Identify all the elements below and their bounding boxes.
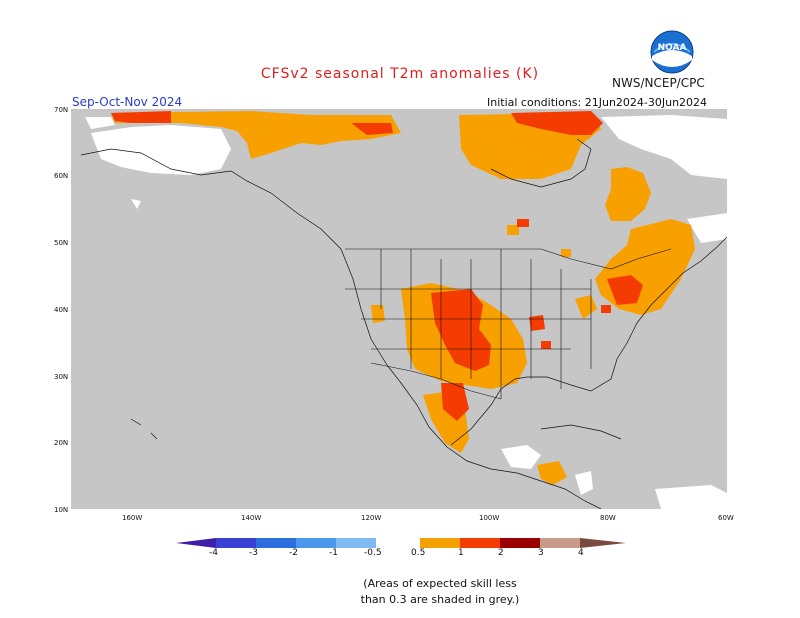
season-label: Sep-Oct-Nov 2024: [72, 95, 183, 109]
red-spot-missouri: [529, 315, 545, 331]
colorbar-tick-2: 2: [498, 548, 504, 558]
lon-label-80w: 80W: [600, 514, 616, 522]
orange-spot-nevada: [371, 305, 385, 323]
skill-note: (Areas of expected skill less than 0.3 a…: [0, 576, 800, 608]
colorbar-segment-neg2-neg1: [296, 538, 336, 548]
noaa-logo: NOAA: [650, 30, 694, 74]
white-area-greenland: [601, 115, 727, 179]
colorbar-tick-3: 3: [538, 548, 544, 558]
lat-label-30n: 30N: [54, 373, 69, 381]
lat-label-50n: 50N: [54, 239, 69, 247]
white-area-arctic-west: [85, 117, 115, 129]
noaa-logo-icon: NOAA: [650, 30, 694, 74]
colorbar-segment-neg3-neg2: [256, 538, 296, 548]
lon-label-140w: 140W: [241, 514, 262, 522]
white-area-caribbean: [575, 471, 593, 495]
colorbar-tick-neg05: -0.5: [364, 548, 382, 558]
orange-spot-great-lakes: [507, 225, 519, 235]
red-southern-rockies: [431, 289, 491, 371]
white-area-labrador: [687, 213, 727, 243]
skill-note-line1: (Areas of expected skill less: [363, 577, 517, 590]
red-spot-arkansas: [541, 341, 551, 349]
red-arctic-islands: [511, 111, 603, 135]
red-northern-mexico: [441, 383, 469, 421]
red-arctic-canada: [351, 123, 393, 135]
lat-label-20n: 20N: [54, 439, 69, 447]
hawaii-coastline: [130, 418, 158, 440]
colorbar-tick-05: 0.5: [411, 548, 426, 558]
warm-anomaly-1-2: [111, 111, 643, 421]
lat-label-60n: 60N: [54, 172, 69, 180]
agency-label: NWS/NCEP/CPC: [612, 76, 705, 90]
colorbar-tick-neg2: -2: [289, 548, 298, 558]
colorbar-tick-4: 4: [578, 548, 584, 558]
colorbar-segment-neg4-neg3: [216, 538, 256, 548]
anomaly-map-svg: [71, 109, 728, 510]
white-area-alaska: [91, 125, 231, 175]
white-area-yucatan: [501, 445, 541, 469]
colorbar-segment-3-4: [540, 538, 580, 548]
lat-label-40n: 40N: [54, 306, 69, 314]
svg-text:NOAA: NOAA: [658, 43, 687, 53]
white-area-south-america: [655, 485, 727, 509]
lon-label-100w: 100W: [479, 514, 500, 522]
hudson-bay-coastline: [490, 138, 592, 188]
skill-note-line2: than 0.3 are shaded in grey.): [360, 593, 520, 606]
red-mid-atlantic: [607, 275, 643, 305]
us-canada-border-east: [540, 248, 672, 270]
colorbar-segment-neg1-neg05: [336, 538, 376, 548]
lon-label-160w: 160W: [122, 514, 143, 522]
red-spot-north: [517, 219, 529, 227]
map-title: CFSv2 seasonal T2m anomalies (K): [260, 66, 540, 82]
orange-baja: [425, 401, 437, 413]
lon-label-120w: 120W: [361, 514, 382, 522]
colorbar: [176, 535, 626, 549]
pacific-coastline: [80, 148, 602, 510]
orange-central-america: [537, 461, 567, 485]
orange-spot-michigan: [561, 249, 571, 257]
colorbar-tick-1: 1: [458, 548, 464, 558]
lat-label-70n: 70N: [54, 106, 69, 114]
political-borders: [345, 248, 672, 400]
state-borders-horizontal: [345, 288, 591, 350]
colorbar-segment-05-1: [420, 538, 460, 548]
colorbar-right-arrow: [580, 538, 626, 548]
initial-conditions-label: Initial conditions: 21Jun2024-30Jun2024: [487, 96, 708, 109]
orange-labrador: [605, 167, 651, 221]
colorbar-segment-1-2: [460, 538, 500, 548]
orange-arctic-coast: [111, 111, 401, 159]
colorbar-segment-neutral: [376, 538, 420, 548]
lat-label-10n: 10N: [54, 506, 69, 514]
colorbar-segment-2-3: [500, 538, 540, 548]
red-arctic-alaska: [111, 111, 171, 123]
colorbar-left-arrow: [176, 538, 216, 548]
caribbean-coastline: [540, 424, 622, 440]
colorbar-tick-neg1: -1: [329, 548, 338, 558]
colorbar-svg: [176, 538, 626, 548]
white-area-bering: [131, 199, 141, 209]
orange-spot-ohio: [575, 295, 597, 319]
near-normal-areas: [85, 115, 727, 509]
lon-label-60w: 60W: [718, 514, 734, 522]
colorbar-tick-neg4: -4: [209, 548, 218, 558]
anomaly-map: [71, 109, 728, 510]
red-spot-virginia: [601, 305, 611, 313]
colorbar-tick-neg3: -3: [249, 548, 258, 558]
